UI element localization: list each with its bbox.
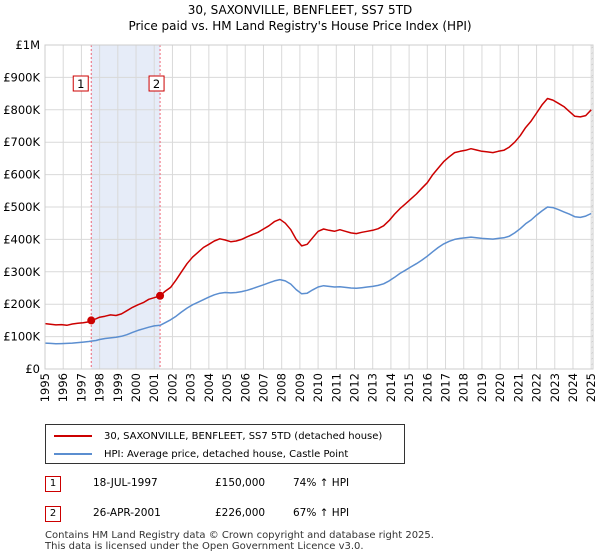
x-tick-label: 2016 xyxy=(420,373,434,402)
x-tick-label: 2015 xyxy=(402,373,416,402)
x-tick-label: 2007 xyxy=(256,373,270,402)
x-tick-label: 2009 xyxy=(293,373,307,402)
plot-frame xyxy=(44,44,594,370)
footer-line-2: This data is licensed under the Open Gov… xyxy=(45,541,364,552)
x-tick-label: 2017 xyxy=(439,373,453,402)
x-tick-label: 1996 xyxy=(56,373,70,402)
price-chart: 30, SAXONVILLE, BENFLEET, SS7 5TD Price … xyxy=(3,3,598,402)
x-tick-label: 1998 xyxy=(93,373,107,402)
x-tick-label: 2014 xyxy=(384,373,398,402)
chart-legend: 30, SAXONVILLE, BENFLEET, SS7 5TD (detac… xyxy=(45,424,405,464)
y-tick-label: £800K xyxy=(3,103,40,117)
sale-date-2: 26-APR-2001 xyxy=(93,507,161,519)
chart-title: 30, SAXONVILLE, BENFLEET, SS7 5TD xyxy=(188,3,413,17)
x-tick-label: 1995 xyxy=(38,373,52,402)
sale-marker-label-1: 1 xyxy=(77,77,84,91)
sale-marker-box-1 xyxy=(72,75,89,92)
y-tick-label: £500K xyxy=(3,200,40,214)
y-tick-label: £400K xyxy=(3,232,40,246)
sale-badge-1: 1 xyxy=(45,476,61,492)
x-tick-label: 2012 xyxy=(348,373,362,402)
sale-price-2: £226,000 xyxy=(215,507,266,519)
y-tick-label: £700K xyxy=(3,135,40,149)
legend-label-hpi: HPI: Average price, detached house, Cast… xyxy=(104,448,349,460)
x-tick-label: 2020 xyxy=(493,373,507,402)
footer-line-1: Contains HM Land Registry data © Crown c… xyxy=(45,530,434,541)
y-tick-label: £0 xyxy=(25,362,40,376)
x-tick-label: 2005 xyxy=(220,373,234,402)
x-tick-label: 1997 xyxy=(74,373,88,402)
legend-item-property: 30, SAXONVILLE, BENFLEET, SS7 5TD (detac… xyxy=(54,428,382,444)
sale-marker-box-2 xyxy=(148,75,165,92)
x-tick-label: 2011 xyxy=(329,373,343,402)
x-tick-label: 2002 xyxy=(165,373,179,402)
legend-swatch-hpi xyxy=(54,453,92,455)
legend-label-property: 30, SAXONVILLE, BENFLEET, SS7 5TD (detac… xyxy=(104,430,383,442)
x-tick-label: 2006 xyxy=(238,373,252,402)
x-tick-label: 2003 xyxy=(184,373,198,402)
sale-hpi-2: 67% ↑ HPI xyxy=(293,507,350,519)
y-tick-label: £1M xyxy=(15,38,40,52)
x-tick-label: 2001 xyxy=(147,373,161,402)
footer-attribution: Contains HM Land Registry data © Crown c… xyxy=(45,530,434,552)
y-tick-label: £200K xyxy=(3,297,40,311)
x-tick-label: 2025 xyxy=(584,373,598,402)
legend-item-hpi: HPI: Average price, detached house, Cast… xyxy=(54,446,348,462)
sale-hpi-1: 74% ↑ HPI xyxy=(293,477,350,489)
sale-point-2 xyxy=(156,291,165,300)
legend-swatch-property xyxy=(54,435,92,437)
x-tick-label: 1999 xyxy=(111,373,125,402)
x-tick-label: 2022 xyxy=(530,373,544,402)
sale-date-1: 18-JUL-1997 xyxy=(93,477,158,489)
x-tick-label: 2008 xyxy=(275,373,289,402)
chart-subtitle: Price paid vs. HM Land Registry's House … xyxy=(128,19,471,33)
x-tick-label: 2021 xyxy=(511,373,525,402)
y-tick-label: £600K xyxy=(3,168,40,182)
x-tick-label: 2004 xyxy=(202,373,216,402)
x-tick-label: 2000 xyxy=(129,373,143,402)
y-tick-label: £300K xyxy=(3,265,40,279)
x-tick-label: 2013 xyxy=(366,373,380,402)
x-tick-label: 2018 xyxy=(457,373,471,402)
y-tick-label: £900K xyxy=(3,70,40,84)
x-tick-label: 2024 xyxy=(566,373,580,402)
property-series-line xyxy=(44,97,592,327)
sale-point-1 xyxy=(87,316,96,325)
sale-badge-2: 2 xyxy=(45,506,61,522)
x-tick-label: 2010 xyxy=(311,373,325,402)
y-tick-label: £100K xyxy=(3,330,40,344)
sale-marker-label-2: 2 xyxy=(153,77,160,91)
sale-price-1: £150,000 xyxy=(215,477,266,489)
hpi-series-line xyxy=(44,206,592,345)
x-tick-label: 2023 xyxy=(548,373,562,402)
x-tick-label: 2019 xyxy=(475,373,489,402)
